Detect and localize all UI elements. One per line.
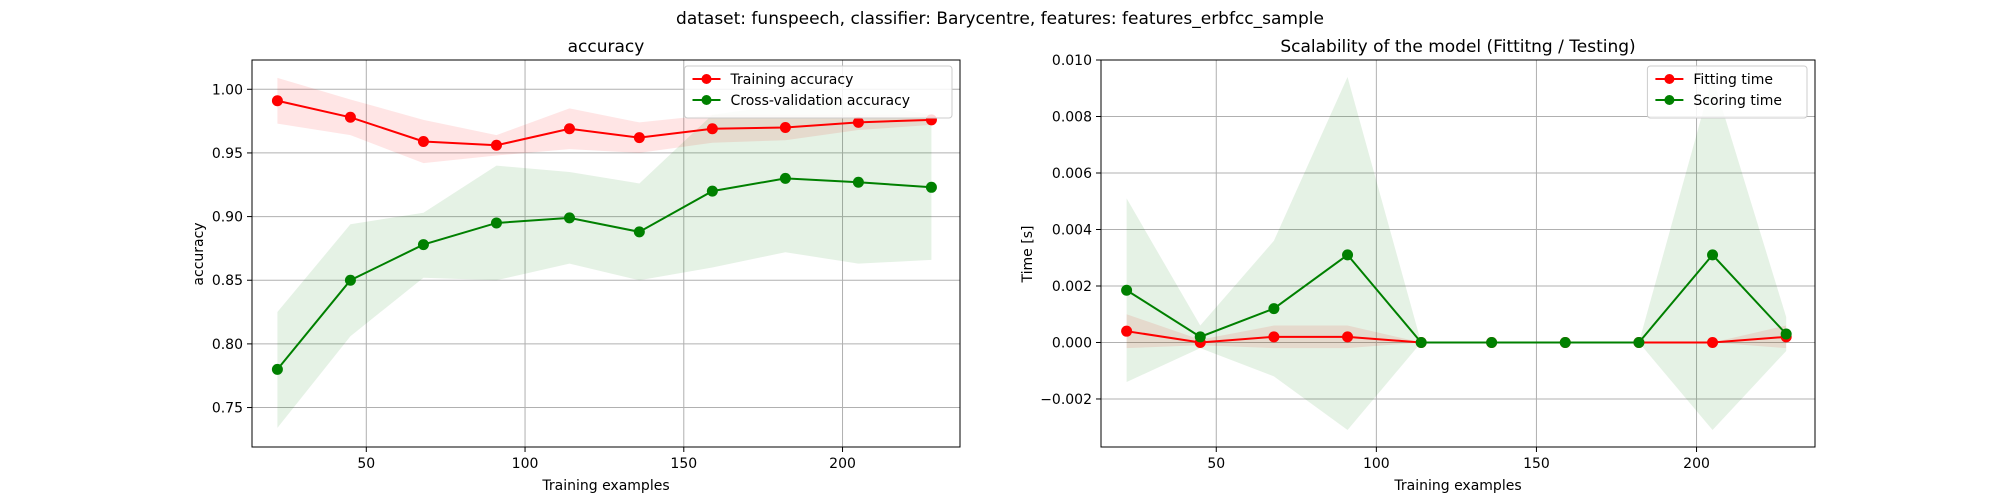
accuracy-series-point-1 bbox=[633, 226, 645, 238]
scalability-ytick-label: 0.008 bbox=[1052, 109, 1092, 125]
accuracy-series-point-1 bbox=[852, 176, 864, 188]
accuracy-series-point-1 bbox=[706, 185, 718, 197]
accuracy-band-1 bbox=[277, 102, 932, 428]
scalability-xtick-label: 150 bbox=[1523, 456, 1550, 472]
accuracy-series-point-1 bbox=[779, 172, 791, 184]
accuracy-ytick-label: 0.85 bbox=[212, 273, 243, 289]
scalability-series-point-1 bbox=[1194, 331, 1206, 343]
accuracy-ytick-label: 0.75 bbox=[212, 401, 243, 417]
accuracy-xtick-label: 200 bbox=[829, 456, 856, 472]
accuracy-series-point-0 bbox=[633, 132, 645, 144]
accuracy-legend: Training accuracy Cross-validation accura… bbox=[684, 65, 953, 119]
scalability-panel-title: Scalability of the model (Fittitng / Tes… bbox=[1280, 37, 1635, 57]
scalability-series-point-0 bbox=[1707, 336, 1719, 348]
scalability-panel-xlabel: Training examples bbox=[1393, 478, 1521, 494]
accuracy-legend-marker-1 bbox=[701, 95, 712, 105]
accuracy-series-point-0 bbox=[852, 116, 864, 128]
scalability-series-point-1 bbox=[1268, 303, 1280, 315]
accuracy-ytick-label: 1.00 bbox=[212, 82, 243, 98]
scalability-series-point-0 bbox=[1268, 331, 1280, 343]
figure-suptitle: dataset: funspeech, classifier: Barycent… bbox=[676, 9, 1324, 29]
scalability-series-point-1 bbox=[1415, 336, 1427, 348]
accuracy-legend-label-1: Cross-validation accuracy bbox=[731, 93, 911, 109]
scalability-panel-ylabel: Time [s] bbox=[1020, 226, 1036, 284]
accuracy-panel-xlabel: Training examples bbox=[541, 478, 669, 494]
scalability-legend-box bbox=[1646, 65, 1808, 119]
scalability-xtick-label: 50 bbox=[1207, 456, 1225, 472]
accuracy-series-point-0 bbox=[779, 121, 791, 133]
accuracy-series-point-1 bbox=[271, 363, 283, 375]
scalability-series-point-1 bbox=[1559, 336, 1571, 348]
accuracy-panel: accuracy Training examples accuracy 50 10… bbox=[191, 37, 961, 494]
scalability-ytick-label: 0.000 bbox=[1052, 335, 1092, 351]
scalability-series-point-1 bbox=[1342, 249, 1354, 261]
accuracy-legend-label-0: Training accuracy bbox=[730, 72, 854, 88]
scalability-legend: Fitting time Scoring time bbox=[1646, 65, 1808, 119]
scalability-legend-marker-1 bbox=[1664, 95, 1675, 105]
accuracy-ytick-label: 0.95 bbox=[212, 146, 243, 162]
scalability-ytick-label: −0.002 bbox=[1040, 392, 1092, 408]
accuracy-series-line-1 bbox=[276, 177, 932, 370]
accuracy-panel-title: accuracy bbox=[568, 37, 645, 57]
scalability-series-point-0 bbox=[1342, 331, 1354, 343]
accuracy-series-point-0 bbox=[417, 135, 429, 147]
accuracy-series-point-0 bbox=[490, 139, 502, 151]
scalability-band-1 bbox=[1126, 76, 1787, 431]
scalability-plot-frame bbox=[1100, 59, 1816, 448]
accuracy-ytick-label: 0.90 bbox=[212, 210, 243, 226]
scalability-xtick-label: 200 bbox=[1683, 456, 1710, 472]
accuracy-xtick-label: 100 bbox=[512, 456, 539, 472]
accuracy-series-point-0 bbox=[271, 95, 283, 107]
scalability-legend-label-0: Fitting time bbox=[1693, 72, 1773, 88]
scalability-legend-marker-0 bbox=[1664, 74, 1675, 84]
accuracy-series-point-1 bbox=[925, 181, 937, 193]
scalability-ytick-label: 0.006 bbox=[1052, 166, 1092, 182]
scalability-xtick-label: 100 bbox=[1363, 456, 1390, 472]
scalability-series-point-1 bbox=[1707, 249, 1719, 261]
accuracy-series-point-0 bbox=[706, 123, 718, 135]
accuracy-panel-ylabel: accuracy bbox=[191, 222, 207, 285]
scalability-legend-label-1: Scoring time bbox=[1693, 93, 1782, 109]
accuracy-legend-box bbox=[684, 65, 953, 119]
accuracy-series-point-0 bbox=[344, 111, 356, 123]
accuracy-series-point-1 bbox=[417, 239, 429, 251]
scalability-series-point-1 bbox=[1486, 336, 1498, 348]
accuracy-series-point-0 bbox=[563, 123, 575, 135]
scalability-ytick-label: 0.002 bbox=[1052, 279, 1092, 295]
accuracy-series-point-1 bbox=[563, 212, 575, 224]
accuracy-series-line-0 bbox=[277, 99, 932, 147]
accuracy-ytick-label: 0.80 bbox=[212, 337, 243, 353]
scalability-panel: Scalability of the model (Fittitng / Tes… bbox=[1020, 37, 1816, 494]
accuracy-xtick-label: 50 bbox=[357, 456, 375, 472]
scalability-ytick-label: 0.004 bbox=[1052, 222, 1092, 238]
scalability-series-point-1 bbox=[1121, 284, 1133, 296]
scalability-ytick-label: 0.010 bbox=[1052, 53, 1092, 69]
scalability-series-point-0 bbox=[1121, 325, 1133, 337]
scalability-series-line-1 bbox=[1126, 253, 1787, 344]
accuracy-xtick-label: 150 bbox=[670, 456, 697, 472]
scalability-series-point-1 bbox=[1780, 328, 1792, 340]
accuracy-series-point-1 bbox=[344, 274, 356, 286]
scalability-series-point-1 bbox=[1633, 336, 1645, 348]
accuracy-series-point-1 bbox=[490, 217, 502, 229]
accuracy-plot-frame bbox=[251, 59, 961, 448]
scalability-band-0 bbox=[1126, 314, 1787, 349]
accuracy-legend-marker-0 bbox=[701, 74, 712, 84]
